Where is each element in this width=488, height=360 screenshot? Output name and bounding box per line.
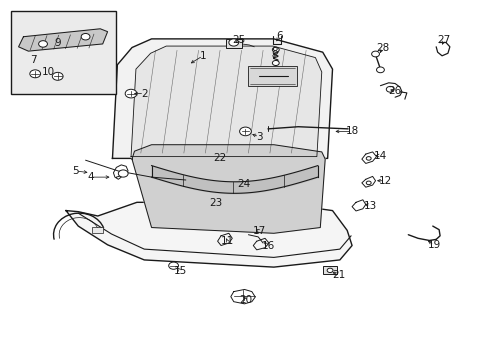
Text: 6: 6: [276, 31, 283, 41]
Text: 19: 19: [427, 240, 440, 250]
Text: 26: 26: [387, 86, 401, 96]
Text: 15: 15: [173, 266, 186, 276]
Text: 25: 25: [231, 35, 245, 45]
Circle shape: [386, 86, 393, 92]
Circle shape: [52, 72, 63, 80]
Text: 20: 20: [239, 294, 251, 305]
Circle shape: [366, 157, 370, 160]
Circle shape: [239, 127, 251, 136]
Bar: [225, 39, 241, 48]
Text: 17: 17: [252, 226, 265, 236]
Text: 2: 2: [141, 89, 147, 99]
Text: 24: 24: [236, 179, 250, 189]
Text: 9: 9: [54, 38, 61, 48]
Circle shape: [228, 39, 238, 46]
Circle shape: [118, 170, 128, 177]
Text: 10: 10: [41, 67, 54, 77]
Text: 11: 11: [220, 236, 234, 246]
Circle shape: [376, 67, 384, 73]
Circle shape: [81, 33, 90, 40]
Text: 8: 8: [271, 47, 278, 57]
Bar: [11, 11, 116, 94]
Circle shape: [326, 268, 332, 273]
Text: 3: 3: [255, 132, 262, 142]
Text: 21: 21: [331, 270, 345, 280]
Polygon shape: [19, 29, 107, 51]
Circle shape: [125, 89, 137, 98]
Bar: [248, 66, 297, 86]
Text: 5: 5: [72, 166, 79, 176]
Circle shape: [39, 41, 47, 47]
Text: 22: 22: [213, 153, 226, 163]
Text: 23: 23: [209, 198, 223, 208]
Polygon shape: [66, 202, 351, 267]
Text: 12: 12: [378, 176, 391, 186]
Polygon shape: [112, 39, 332, 158]
Text: 4: 4: [87, 172, 94, 182]
Text: 14: 14: [373, 150, 386, 161]
Circle shape: [371, 51, 379, 57]
Bar: [92, 227, 102, 233]
Polygon shape: [132, 145, 325, 233]
Circle shape: [366, 181, 370, 185]
Bar: [322, 266, 337, 274]
Circle shape: [168, 262, 178, 269]
Text: 13: 13: [363, 201, 377, 211]
Circle shape: [272, 47, 279, 52]
Polygon shape: [131, 46, 321, 157]
Text: 28: 28: [375, 42, 388, 53]
Circle shape: [30, 70, 41, 78]
Circle shape: [272, 60, 279, 66]
Text: 16: 16: [261, 240, 274, 251]
Text: 18: 18: [345, 126, 358, 136]
Text: 7: 7: [30, 55, 37, 66]
Text: 27: 27: [436, 35, 450, 45]
Text: 1: 1: [199, 51, 206, 61]
